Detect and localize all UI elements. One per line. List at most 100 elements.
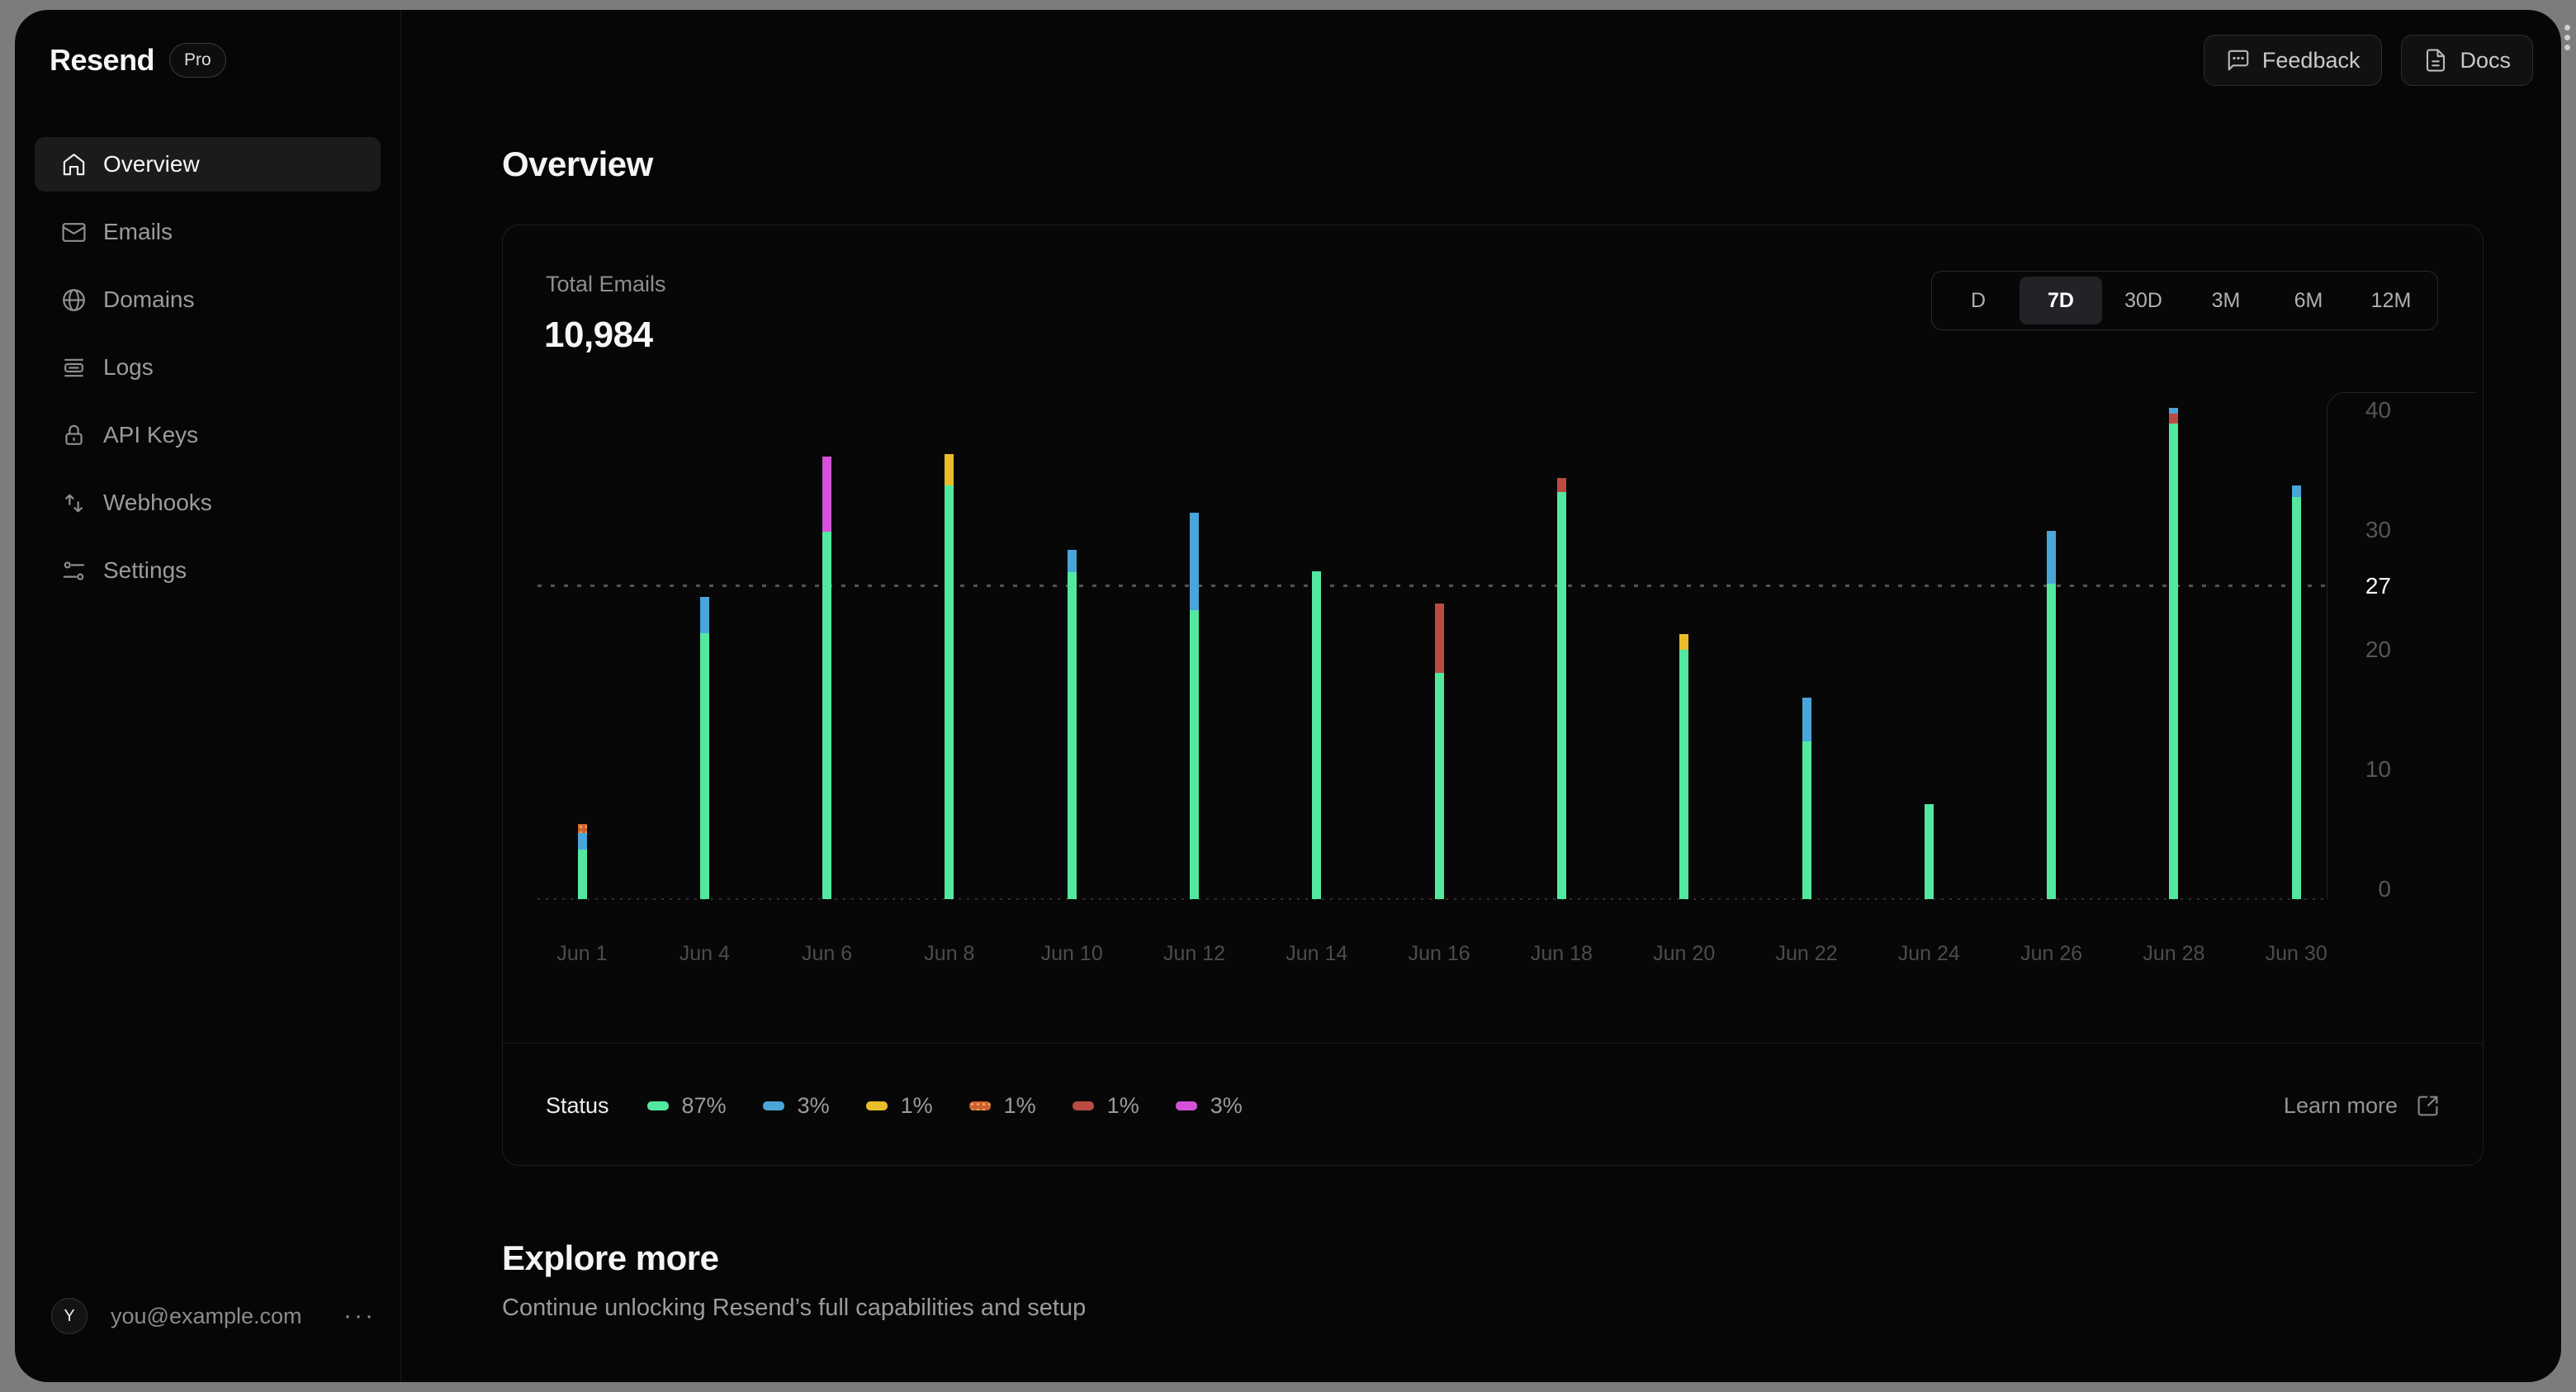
app-window: Resend Pro Overview Emails Domains Logs API … bbox=[15, 10, 2561, 1382]
legend-item-blue: 3% bbox=[762, 1092, 830, 1119]
bar-segment-blue bbox=[2291, 485, 2301, 497]
card-separator bbox=[503, 1043, 2483, 1044]
frame-dot bbox=[2564, 45, 2570, 50]
legend-pct: 1% bbox=[1106, 1092, 1139, 1118]
bar-segment-blue bbox=[2169, 407, 2179, 414]
x-tick-label: Jun 8 bbox=[924, 942, 975, 965]
sidebar-item-label: API Keys bbox=[103, 422, 199, 447]
range-option-12m[interactable]: 12M bbox=[2370, 288, 2412, 312]
sidebar: Resend Pro Overview Emails Domains Logs API … bbox=[15, 10, 401, 1382]
sidebar-item-domains[interactable]: Domains bbox=[35, 272, 381, 327]
x-tick-label: Jun 20 bbox=[1653, 942, 1716, 965]
bar-jun-14 bbox=[1312, 571, 1322, 899]
logo-row: Resend Pro bbox=[50, 43, 226, 78]
bar-jun-16 bbox=[1434, 604, 1444, 899]
bar-jun-6 bbox=[822, 456, 832, 899]
total-emails-card: Total Emails 10,984 D 7D 30D 3M 6M 12M 0 10 20 2… bbox=[502, 225, 2484, 1166]
avatar: Y bbox=[51, 1298, 88, 1334]
sidebar-item-settings[interactable]: Settings bbox=[35, 543, 381, 598]
legend-item-red: 1% bbox=[1072, 1092, 1139, 1119]
bar-segment-green bbox=[822, 531, 832, 899]
bar-jun-12 bbox=[1190, 513, 1199, 899]
globe-icon bbox=[63, 288, 85, 311]
x-tick-label: Jun 6 bbox=[802, 942, 853, 965]
legend-items: 87% 3% 1% 1% 1% 3% bbox=[646, 1092, 1243, 1119]
frame-dot bbox=[2564, 25, 2570, 31]
bar-segment-blue bbox=[1802, 697, 1811, 742]
legend-pct: 1% bbox=[1003, 1092, 1036, 1118]
legend-row: Status 87% 3% 1% 1% 1% 3% Learn more bbox=[546, 1082, 2440, 1129]
sidebar-item-emails[interactable]: Emails bbox=[35, 205, 381, 259]
bar-segment-blue bbox=[2047, 530, 2057, 585]
bar-jun-22 bbox=[1802, 697, 1811, 899]
range-option-3m[interactable]: 3M bbox=[2211, 288, 2241, 312]
learn-more-link[interactable]: Learn more bbox=[2284, 1093, 2440, 1119]
sliders-icon bbox=[63, 561, 85, 580]
document-icon bbox=[2427, 49, 2446, 72]
learn-more-label: Learn more bbox=[2283, 1092, 2398, 1118]
x-tick-label: Jun 26 bbox=[2020, 942, 2083, 965]
bar-jun-28 bbox=[2169, 407, 2179, 899]
emails-bar-chart: 0 10 20 27 30 40 Jun 1 Jun 4 Jun 6 Jun 8 Jun 10 Ju… bbox=[503, 225, 2484, 1167]
bar-jun-24 bbox=[1924, 803, 1934, 899]
y-tick-label: 30 bbox=[2365, 517, 2391, 543]
bar-segment-green bbox=[2169, 424, 2179, 899]
bar-jun-30 bbox=[2291, 485, 2301, 899]
top-actions: Feedback Docs bbox=[2203, 35, 2533, 86]
frame-dot bbox=[2564, 35, 2570, 40]
docs-button[interactable]: Docs bbox=[2401, 35, 2533, 86]
bar-segment-green bbox=[699, 633, 709, 899]
bar-segment-yellow bbox=[945, 453, 954, 485]
bar-jun-8 bbox=[945, 453, 954, 899]
bar-segment-green bbox=[1067, 572, 1077, 899]
bar-jun-10 bbox=[1067, 550, 1077, 899]
bar-jun-26 bbox=[2047, 530, 2057, 899]
sidebar-item-label: Overview bbox=[103, 151, 200, 177]
x-tick-label: Jun 16 bbox=[1408, 942, 1470, 965]
legend-item-yellow: 1% bbox=[865, 1093, 933, 1119]
sidebar-item-label: Emails bbox=[103, 219, 173, 244]
legend-pct: 3% bbox=[1210, 1092, 1243, 1118]
sidebar-item-overview[interactable]: Overview bbox=[35, 137, 381, 192]
range-option-30d[interactable]: 30D bbox=[2124, 288, 2162, 312]
y-tick-label: 20 bbox=[2365, 637, 2391, 663]
x-tick-label: Jun 30 bbox=[2265, 942, 2327, 965]
legend-item-green: 87% bbox=[646, 1093, 727, 1119]
sidebar-item-logs[interactable]: Logs bbox=[35, 340, 381, 395]
home-icon bbox=[63, 153, 85, 175]
metric-value: 10,984 bbox=[544, 315, 653, 355]
range-option-d[interactable]: D bbox=[1970, 288, 1986, 312]
y-tick-label: 0 bbox=[2378, 876, 2391, 902]
y-tick-label: 40 bbox=[2365, 397, 2391, 424]
legend-title: Status bbox=[546, 1092, 609, 1118]
resend-logo: Resend bbox=[50, 43, 155, 77]
user-menu-row[interactable]: Y you@example.com ··· bbox=[51, 1298, 381, 1334]
explore-more-subtitle: Continue unlocking Resend’s full capabil… bbox=[502, 1295, 1087, 1321]
legend-swatch-magenta bbox=[1175, 1101, 1197, 1110]
range-option-6m[interactable]: 6M bbox=[2294, 288, 2323, 312]
bar-segment-green bbox=[1312, 571, 1322, 899]
arrows-up-down-icon bbox=[65, 494, 83, 512]
bar-segment-red bbox=[2169, 413, 2179, 424]
sidebar-item-label: Settings bbox=[103, 557, 187, 583]
legend-pct: 3% bbox=[797, 1092, 830, 1118]
time-range-selector: D 7D 30D 3M 6M 12M bbox=[1931, 271, 2438, 330]
legend-swatch-orange bbox=[968, 1101, 991, 1110]
sidebar-item-webhooks[interactable]: Webhooks bbox=[35, 476, 381, 530]
legend-item-orange: 1% bbox=[968, 1092, 1036, 1119]
bar-segment-green bbox=[1434, 673, 1444, 899]
legend-swatch-green bbox=[646, 1101, 669, 1110]
bar-jun-20 bbox=[1679, 633, 1689, 899]
range-option-7d[interactable]: 7D bbox=[2020, 277, 2102, 324]
feedback-button[interactable]: Feedback bbox=[2203, 35, 2383, 86]
legend-swatch-red bbox=[1072, 1101, 1094, 1110]
logs-icon bbox=[64, 358, 83, 376]
x-tick-label: Jun 18 bbox=[1530, 942, 1593, 965]
bar-segment-blue bbox=[577, 833, 587, 850]
bar-segment-green bbox=[577, 849, 587, 899]
sidebar-item-api-keys[interactable]: API Keys bbox=[35, 408, 381, 462]
external-link-icon bbox=[2417, 1096, 2438, 1115]
x-tick-label: Jun 10 bbox=[1040, 942, 1103, 965]
sidebar-nav: Overview Emails Domains Logs API Keys Webhook… bbox=[35, 137, 381, 598]
ellipsis-menu-icon[interactable]: ··· bbox=[343, 1302, 376, 1329]
